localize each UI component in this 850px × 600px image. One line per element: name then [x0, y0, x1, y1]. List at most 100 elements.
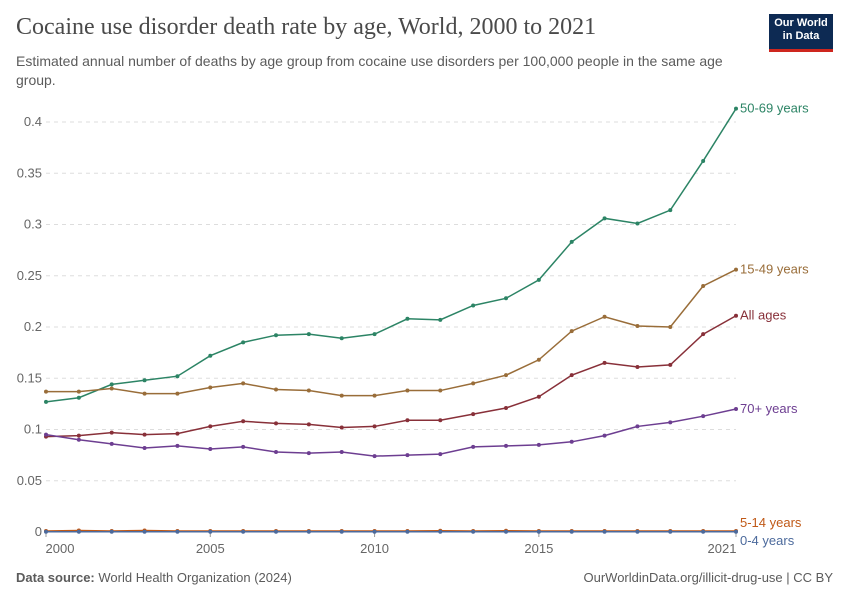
data-point	[208, 385, 213, 390]
data-point	[701, 158, 706, 163]
data-point	[734, 106, 738, 111]
data-point	[668, 362, 673, 367]
data-point	[504, 296, 508, 301]
series-label: 0-4 years	[740, 533, 795, 548]
data-point	[438, 388, 443, 393]
data-point	[306, 451, 311, 456]
data-point	[602, 216, 607, 221]
series-label: All ages	[740, 308, 787, 323]
y-tick-label: 0.1	[24, 422, 42, 437]
data-point	[668, 420, 673, 425]
data-point	[208, 424, 213, 429]
x-tick-label: 2015	[524, 541, 553, 556]
series-label: 15-49 years	[740, 262, 809, 277]
data-point	[536, 442, 541, 447]
y-tick-label: 0.05	[17, 473, 42, 488]
y-tick-label: 0	[35, 524, 42, 539]
data-point	[405, 316, 410, 321]
owid-logo[interactable]: Our World in Data	[769, 14, 833, 52]
data-point	[76, 389, 81, 394]
data-point	[241, 529, 246, 534]
series-label: 50-69 years	[740, 101, 809, 116]
data-point	[208, 446, 213, 451]
data-point	[602, 529, 607, 534]
data-point	[602, 314, 607, 319]
y-tick-label: 0.35	[17, 165, 42, 180]
data-point	[241, 381, 246, 386]
data-point	[438, 418, 443, 423]
data-point	[536, 394, 541, 399]
data-point	[76, 395, 81, 400]
data-point	[274, 450, 278, 455]
data-point	[504, 373, 508, 378]
data-point	[372, 332, 377, 337]
source-link[interactable]: OurWorldinData.org/illicit-drug-use | CC…	[583, 570, 834, 585]
x-tick-label: 2021	[708, 541, 737, 556]
data-point	[602, 433, 607, 438]
data-point	[208, 529, 213, 534]
data-point	[306, 332, 311, 337]
data-point	[208, 353, 213, 358]
data-point	[471, 381, 476, 386]
data-point	[635, 529, 640, 534]
data-point	[372, 424, 377, 429]
data-point	[339, 450, 344, 455]
data-point	[405, 418, 410, 423]
data-point	[569, 529, 574, 534]
data-point	[701, 529, 706, 534]
y-tick-label: 0.15	[17, 370, 42, 385]
source-text: World Health Organization (2024)	[98, 570, 292, 585]
series-line-15-49-years	[46, 268, 737, 397]
data-point	[372, 454, 377, 459]
data-point	[536, 357, 541, 362]
data-point	[635, 323, 640, 328]
data-point	[504, 529, 508, 534]
data-point	[339, 336, 344, 341]
data-point	[109, 386, 114, 391]
y-tick-label: 0.4	[24, 114, 42, 129]
series-line-50-69-years	[45, 108, 737, 403]
x-tick-label: 2005	[196, 541, 225, 556]
series-line-5-14-years	[45, 529, 736, 532]
data-point	[241, 340, 246, 345]
x-tick-label: 2000	[46, 541, 75, 556]
data-point	[109, 441, 114, 446]
data-point	[471, 529, 476, 534]
data-source: Data source: World Health Organization (…	[16, 570, 292, 585]
series-label: 5-14 years	[740, 515, 802, 530]
data-point	[142, 432, 147, 437]
data-point	[306, 529, 311, 534]
data-point	[372, 529, 377, 534]
data-point	[175, 529, 180, 534]
data-point	[306, 422, 311, 427]
data-point	[471, 444, 476, 449]
data-point	[76, 437, 81, 442]
data-point	[339, 393, 344, 398]
data-point	[241, 419, 246, 424]
data-point	[701, 414, 706, 419]
data-point	[109, 529, 114, 534]
data-point	[405, 529, 410, 534]
data-point	[668, 208, 673, 213]
data-point	[76, 433, 81, 438]
data-point	[569, 439, 574, 444]
data-point	[471, 303, 476, 308]
data-point	[635, 424, 640, 429]
data-point	[274, 333, 278, 338]
data-point	[504, 405, 508, 410]
data-point	[44, 389, 48, 394]
data-point	[536, 277, 541, 282]
series-label: 70+ years	[740, 401, 798, 416]
data-point	[734, 313, 738, 318]
data-point	[504, 443, 508, 448]
data-point	[339, 529, 344, 534]
series-line-70-years	[45, 408, 737, 457]
data-point	[405, 388, 410, 393]
data-point	[175, 431, 180, 436]
data-point	[241, 444, 246, 449]
y-tick-label: 0.25	[17, 268, 42, 283]
data-point	[438, 452, 443, 457]
data-point	[175, 443, 180, 448]
data-point	[471, 412, 476, 417]
